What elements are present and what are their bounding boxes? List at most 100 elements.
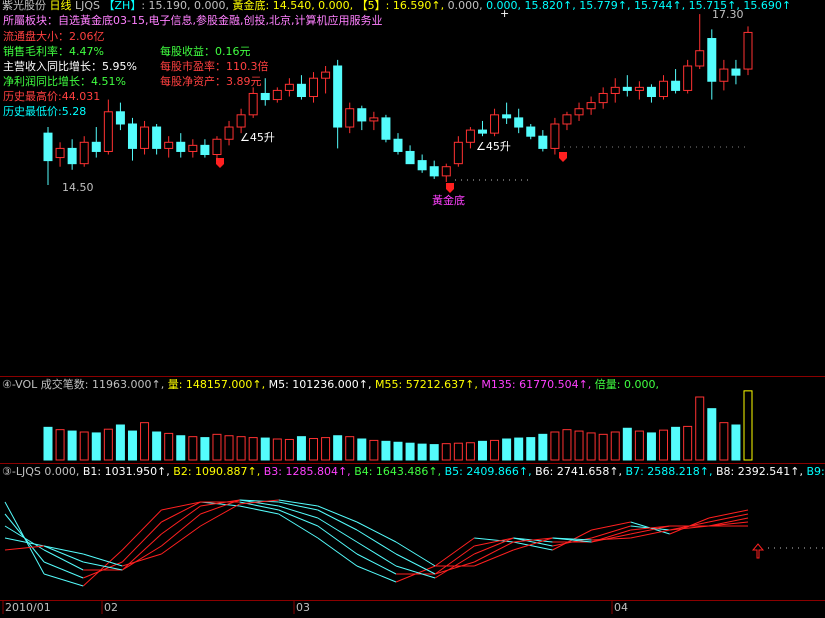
candle-body xyxy=(634,86,644,91)
candle-body xyxy=(441,166,451,177)
candle-body xyxy=(574,108,584,116)
annotation: 14.50 xyxy=(62,181,94,194)
candle-body xyxy=(272,89,282,101)
volume-bar xyxy=(67,430,77,461)
candle-body xyxy=(429,166,439,177)
x-tick-label: 02 xyxy=(104,601,118,614)
header-item: B3: 1285.804↑, xyxy=(264,465,354,478)
ljqs-segment xyxy=(474,537,514,547)
ljqs-segment xyxy=(278,513,319,539)
volume-bar xyxy=(550,431,560,461)
volume-bar xyxy=(610,431,620,461)
ljqs-segment xyxy=(278,509,319,527)
candle-body xyxy=(248,92,258,116)
header-item: : 15.190, 0.000, xyxy=(141,0,232,12)
ljqs-segment xyxy=(317,537,358,567)
ljqs-segment xyxy=(200,499,240,515)
ljqs-segment xyxy=(200,503,240,527)
annotation: ∠45升 xyxy=(240,131,275,144)
volume-bar xyxy=(453,442,463,461)
header-item: 量: 148157.000↑, xyxy=(168,378,269,391)
candle-body xyxy=(345,108,355,128)
ljqs-segment xyxy=(43,549,84,571)
volume-bar xyxy=(719,422,729,461)
volume-bar xyxy=(707,408,717,461)
ljqs-segment xyxy=(239,505,279,515)
volume-bar xyxy=(103,428,113,461)
ljqs-segment xyxy=(474,549,514,567)
stock-info: 主营收入同比增长：5.95% xyxy=(3,59,137,73)
candle-body xyxy=(490,114,500,134)
candle-body xyxy=(284,83,294,91)
volume-bar xyxy=(598,433,608,461)
volume-bar xyxy=(345,436,355,461)
candle-body xyxy=(707,38,717,82)
cursor-cross: + xyxy=(500,7,509,20)
candle-body xyxy=(719,68,729,82)
volume-bar xyxy=(272,438,282,461)
candle-body xyxy=(417,160,427,171)
header-item: 0.000, xyxy=(486,0,524,12)
candle-body xyxy=(659,80,669,98)
ljqs-segment xyxy=(239,499,279,507)
panel-header: ④-VOL 成交笔数: 11963.000↑, 量: 148157.000↑, … xyxy=(2,377,659,391)
header-item: 紫光股份 xyxy=(2,0,46,12)
ljqs-segment xyxy=(82,549,123,587)
volume-bar xyxy=(743,390,753,461)
header-item: 15.779↑, xyxy=(579,0,634,12)
header-item: B6: 2741.658↑, xyxy=(535,465,625,478)
candle-body xyxy=(538,135,548,149)
ljqs-segment xyxy=(591,537,631,541)
ljqs-segment xyxy=(708,509,749,519)
candle-body xyxy=(598,92,608,104)
volume-bar xyxy=(393,441,403,461)
ljqs-segment xyxy=(161,513,201,547)
candle-body xyxy=(671,80,681,91)
ljqs-segment xyxy=(591,533,631,543)
ljqs-segment xyxy=(317,509,358,531)
header-item: 黃金底: 14.540, 0.000, xyxy=(233,0,357,12)
volume-bar xyxy=(333,435,343,461)
ljqs-segment xyxy=(708,517,749,527)
ljqs-segment xyxy=(630,525,670,531)
ljqs-segment xyxy=(630,525,670,535)
candle-body xyxy=(103,111,113,152)
ljqs-segment xyxy=(4,537,45,547)
volume-bar xyxy=(429,444,439,461)
frame xyxy=(0,376,825,601)
candle-body xyxy=(79,141,89,165)
candle-body xyxy=(115,111,125,125)
volume-bar xyxy=(260,437,270,461)
volume-bar xyxy=(514,437,524,461)
candle-body xyxy=(695,50,705,67)
ljqs-segment xyxy=(434,537,475,567)
ljqs-segment xyxy=(239,499,279,503)
ljqs-segment xyxy=(200,499,240,507)
header-item: B8: 2392.541↑, xyxy=(716,465,806,478)
candle-body xyxy=(212,138,222,156)
ljqs-segment xyxy=(278,505,318,519)
annotation: ∠45升 xyxy=(476,140,511,153)
header-item: B4: 1643.486↑, xyxy=(354,465,444,478)
volume-bar xyxy=(248,437,258,461)
ljqs-segment xyxy=(552,537,592,541)
candle-body xyxy=(405,150,415,165)
volume-bar xyxy=(586,432,596,461)
ljqs-segment xyxy=(317,517,358,543)
annotation: 黃金底 xyxy=(432,193,465,207)
candle-body xyxy=(357,108,367,122)
ljqs-segment xyxy=(513,537,553,547)
candle-body xyxy=(514,117,524,128)
candle-body xyxy=(176,141,186,152)
volume-bar xyxy=(357,438,367,461)
ljqs-segment xyxy=(161,505,201,535)
ljqs-segment xyxy=(356,565,397,583)
header-item: M135: 61770.504↑, xyxy=(481,378,594,391)
ljqs-segment xyxy=(161,501,201,523)
candle-body xyxy=(393,138,403,152)
ljqs-segment xyxy=(83,553,123,567)
volume-bar xyxy=(683,425,693,461)
annotation: 17.30 xyxy=(712,8,744,21)
candle-body xyxy=(236,114,246,128)
